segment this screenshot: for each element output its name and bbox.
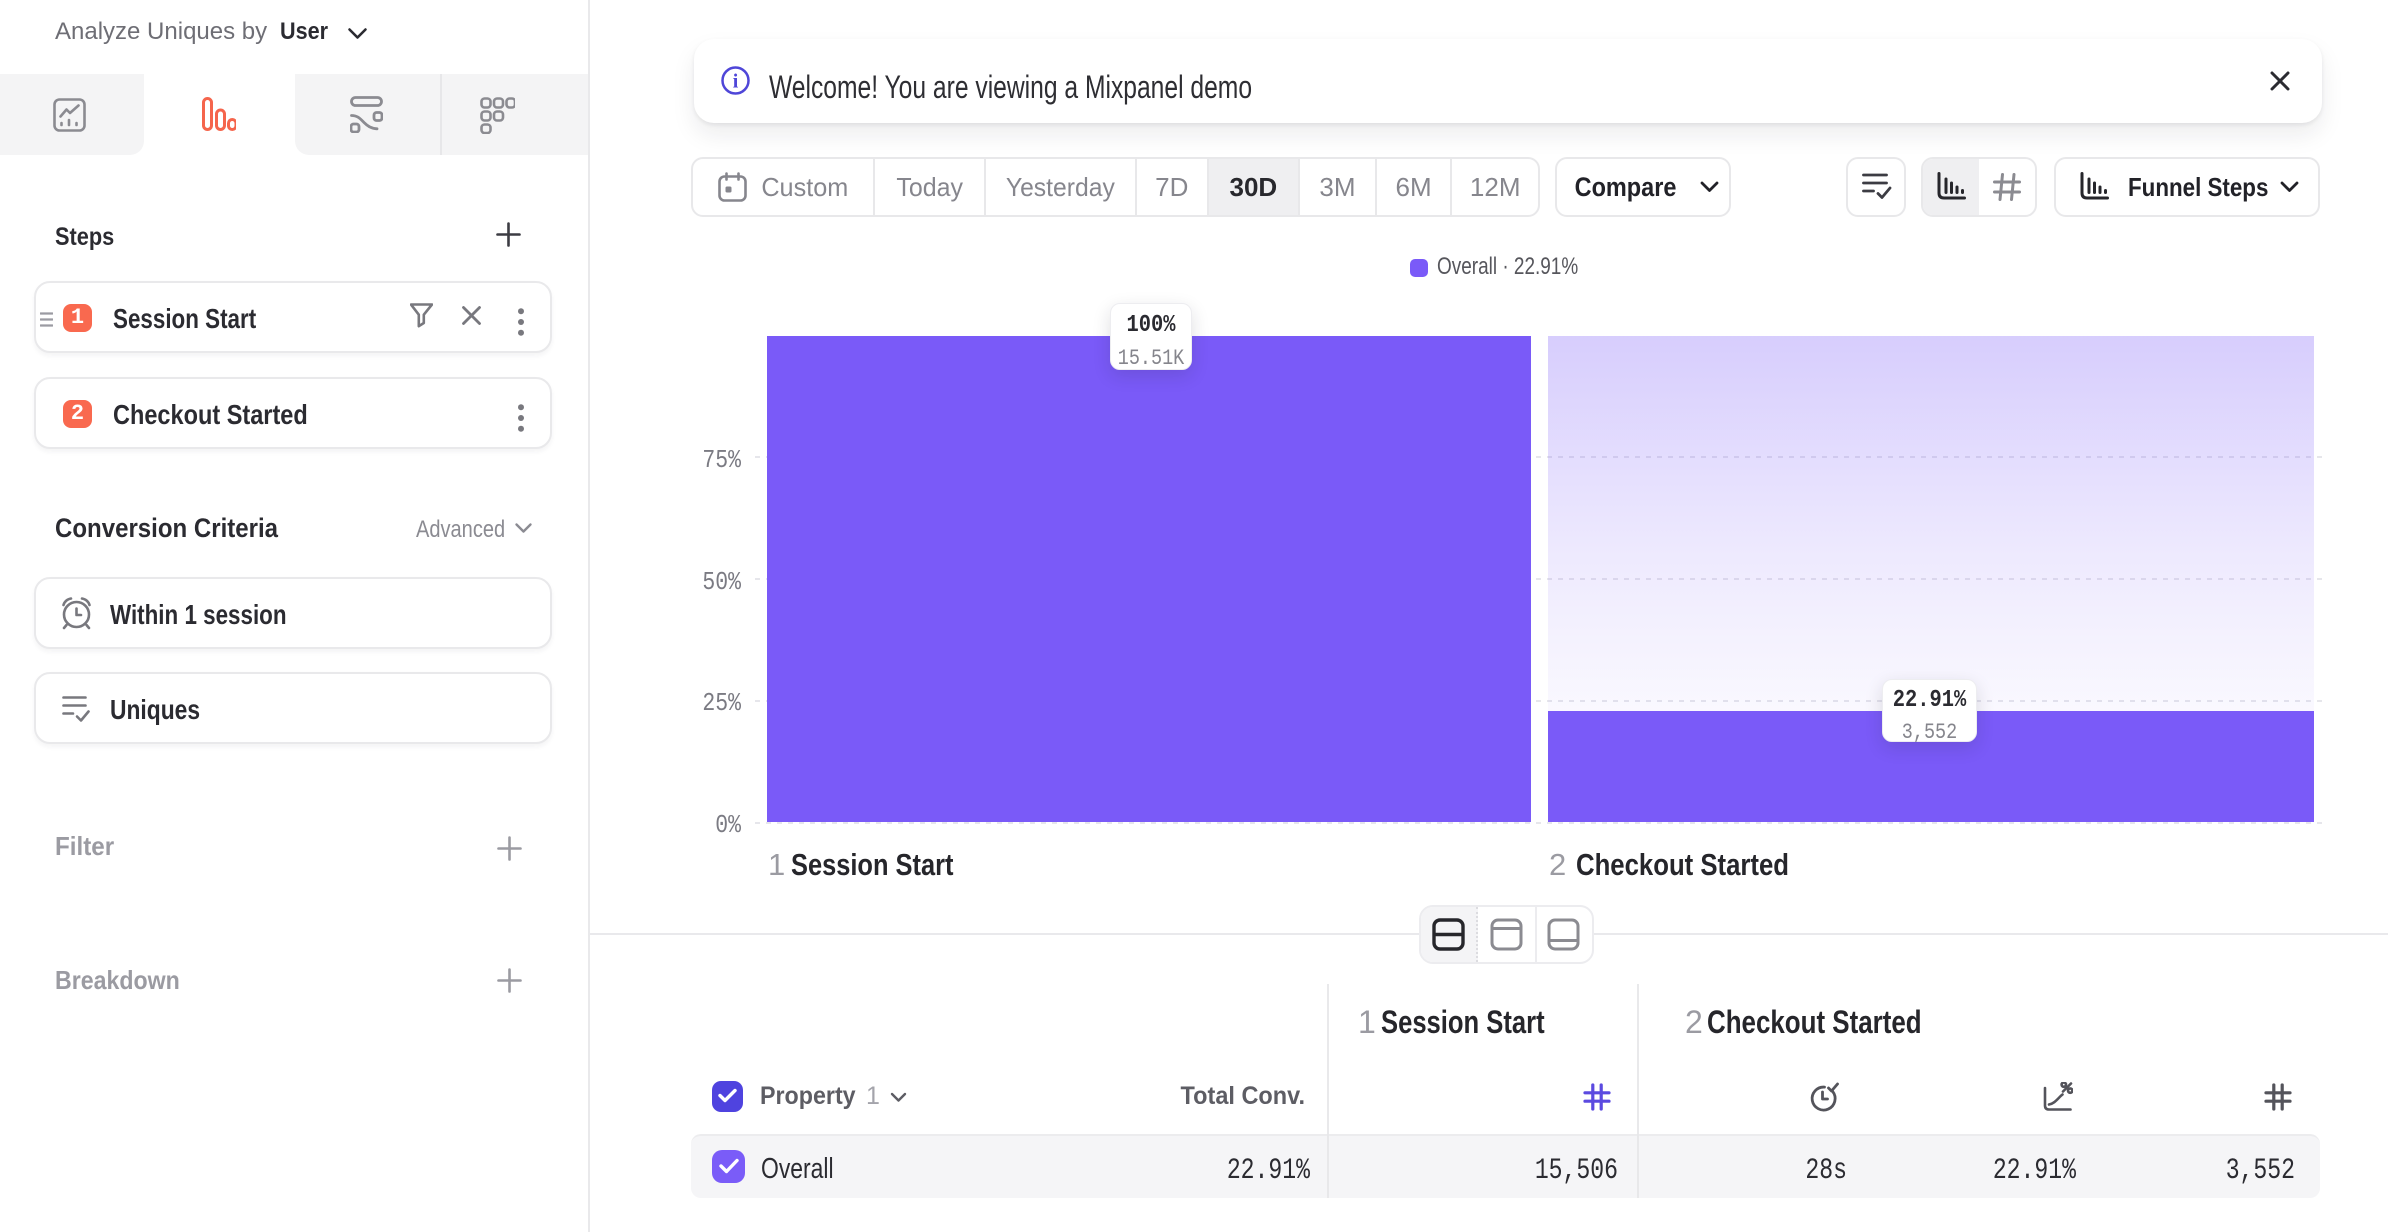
- svg-text:i: i: [733, 71, 739, 93]
